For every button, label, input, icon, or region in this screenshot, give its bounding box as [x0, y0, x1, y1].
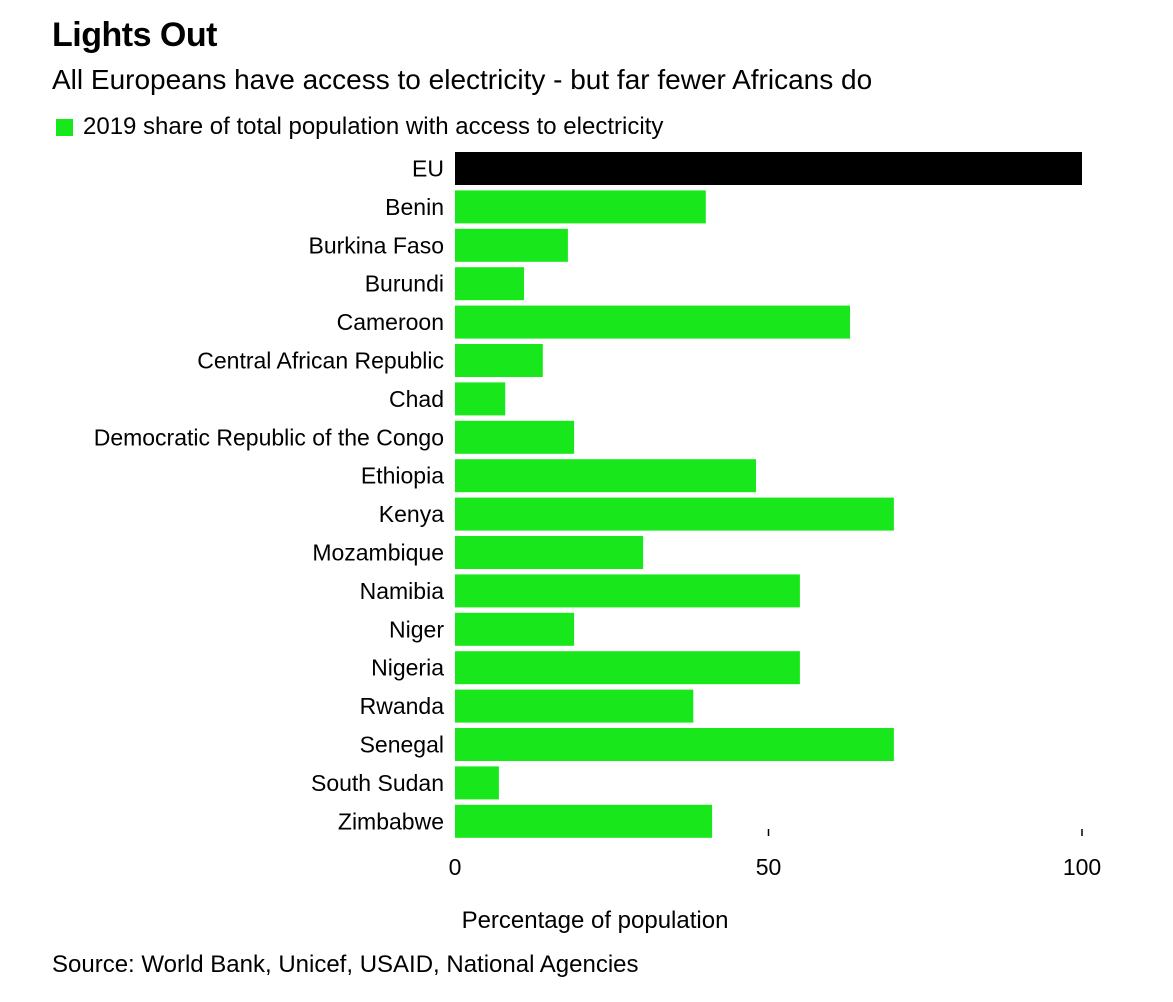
category-label: Senegal	[360, 732, 444, 758]
bar-namibia	[455, 574, 800, 608]
category-label: South Sudan	[311, 770, 444, 796]
bar-chart: EU Benin Burkina Faso Burundi Cameroon Centra…	[94, 152, 1101, 934]
bar-eu	[455, 152, 1082, 185]
x-tick-label: 0	[449, 854, 462, 880]
bar-mozambique	[455, 536, 644, 569]
bar-south-sudan	[455, 766, 499, 800]
bar-niger	[455, 612, 575, 646]
category-labels-layer: EU Benin Burkina Faso Burundi Cameroon Centra…	[94, 156, 445, 835]
category-label: Rwanda	[360, 693, 445, 719]
source-note: Source: World Bank, Unicef, USAID, Natio…	[52, 951, 639, 978]
bar-burundi	[455, 267, 524, 301]
category-label: Zimbabwe	[338, 808, 444, 834]
bar-nigeria	[455, 651, 800, 685]
legend-swatch	[56, 118, 73, 136]
bar-rwanda	[455, 689, 694, 723]
x-axis: 0 50 100	[449, 829, 1101, 880]
category-label: Namibia	[360, 578, 445, 604]
category-label: Central African Republic	[197, 348, 444, 374]
chart-title: Lights Out	[52, 16, 217, 54]
bars-layer	[455, 152, 1082, 838]
bar-cameroon	[455, 305, 850, 339]
legend: 2019 share of total population with acce…	[56, 113, 663, 141]
category-label: Cameroon	[337, 309, 444, 335]
category-label: Mozambique	[312, 540, 444, 566]
bar-democratic-republic-of-the-congo	[455, 420, 575, 454]
category-label: Ethiopia	[361, 463, 444, 489]
bar-benin	[455, 190, 706, 224]
category-label: Chad	[389, 386, 444, 412]
bar-ethiopia	[455, 459, 756, 493]
bar-chad	[455, 382, 506, 416]
x-tick-label: 50	[756, 854, 782, 880]
category-label: Benin	[385, 194, 444, 220]
category-label: Burundi	[365, 271, 444, 297]
category-label: EU	[412, 156, 444, 182]
bar-burkina-faso	[455, 228, 568, 262]
category-label: Kenya	[379, 501, 444, 527]
x-tick-label: 100	[1063, 854, 1101, 880]
category-label: Nigeria	[371, 655, 444, 681]
category-label: Democratic Republic of the Congo	[94, 424, 444, 450]
bar-kenya	[455, 497, 894, 531]
category-label: Niger	[389, 616, 444, 642]
legend-label: 2019 share of total population with acce…	[83, 113, 664, 140]
bar-central-african-republic	[455, 344, 543, 377]
chart-subtitle: All Europeans have access to electricity…	[52, 64, 873, 95]
bar-senegal	[455, 728, 894, 761]
x-axis-title: Percentage of population	[462, 907, 729, 934]
bar-zimbabwe	[455, 804, 713, 838]
category-label: Burkina Faso	[308, 232, 444, 258]
